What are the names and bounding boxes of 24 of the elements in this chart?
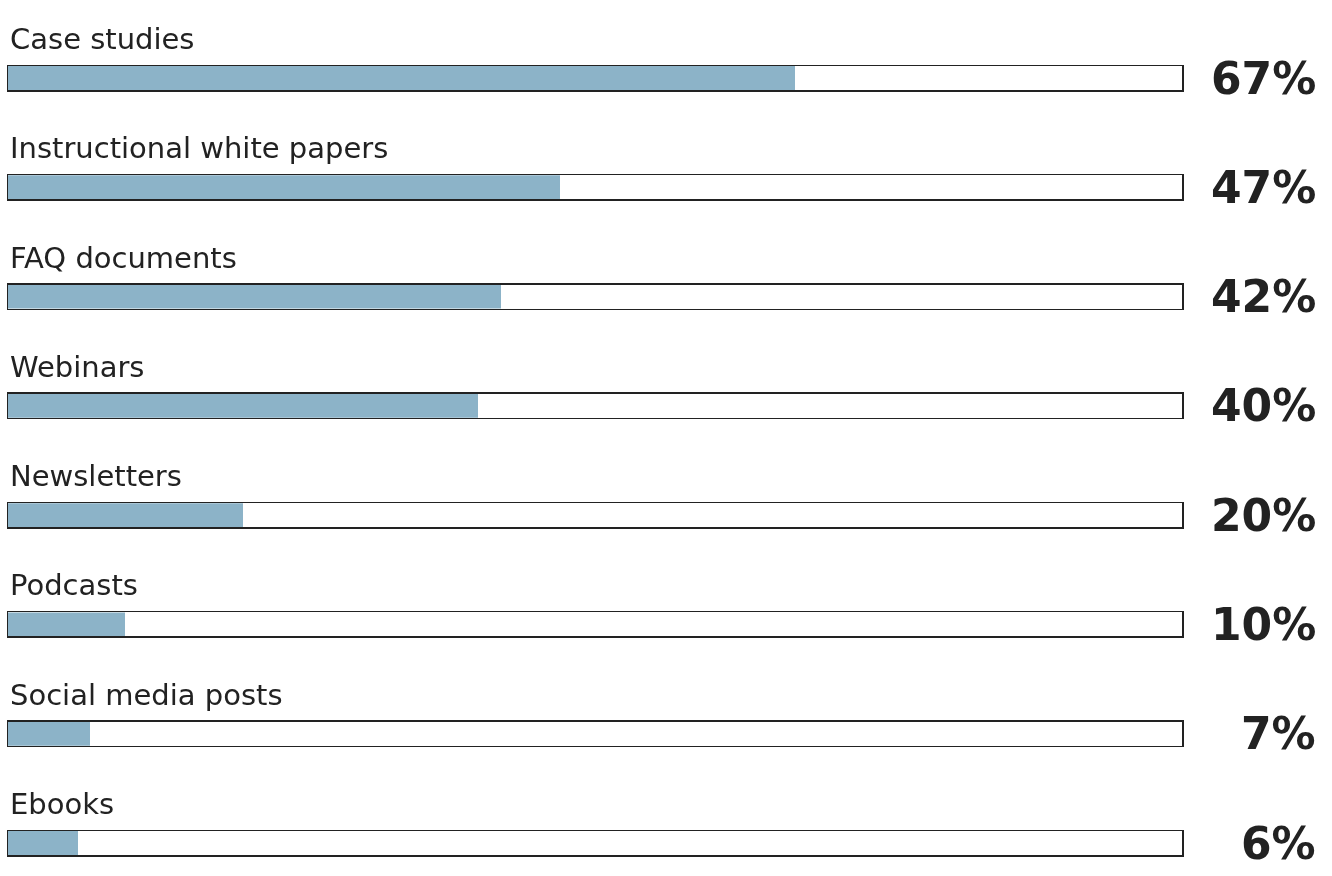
data-label: 40% — [1211, 380, 1317, 431]
data-label: 7% — [1241, 708, 1316, 759]
y-tick-label: Newsletters — [10, 459, 182, 493]
bar — [8, 393, 478, 418]
data-label: 67% — [1211, 53, 1317, 104]
bar — [8, 284, 502, 309]
data-label: 20% — [1211, 490, 1317, 541]
bar — [8, 66, 795, 90]
bar — [8, 503, 243, 528]
y-tick-label: Social media posts — [10, 678, 283, 712]
data-label: 47% — [1211, 162, 1317, 213]
y-tick-label: Podcasts — [10, 568, 138, 602]
y-tick-label: Case studies — [10, 22, 195, 56]
y-tick-label: Webinars — [10, 350, 145, 384]
y-tick-label: Ebooks — [10, 787, 115, 821]
bar — [8, 175, 560, 200]
bar — [8, 612, 126, 637]
y-tick-label: Instructional white papers — [10, 131, 389, 165]
bar — [8, 721, 91, 746]
bar — [8, 831, 79, 855]
y-tick-label: FAQ documents — [10, 241, 237, 275]
data-label: 6% — [1241, 818, 1316, 869]
data-label: 42% — [1211, 271, 1317, 322]
data-label: 10% — [1211, 599, 1317, 650]
